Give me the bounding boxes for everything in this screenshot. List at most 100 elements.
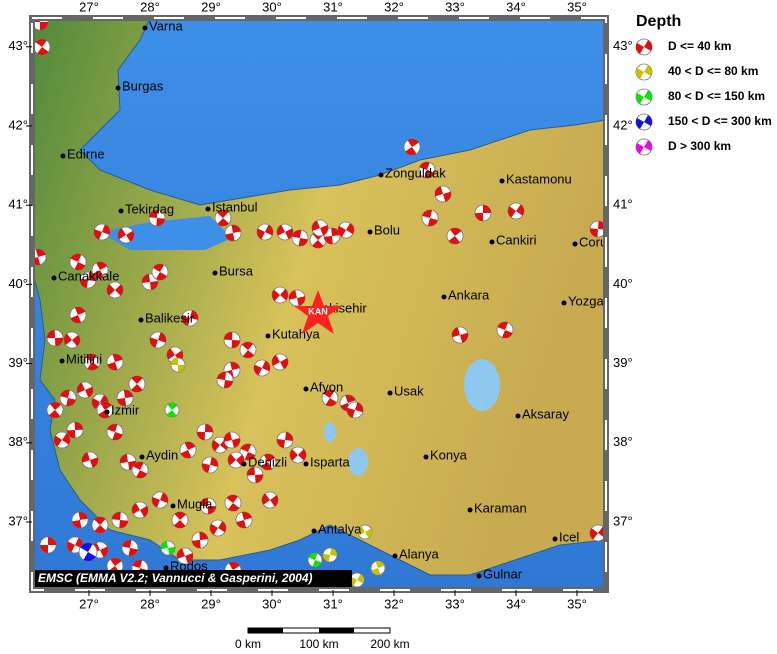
focal-quadrant [346,402,364,418]
focal-quadrant [149,209,165,227]
credit-box [34,570,352,588]
city-label: Afyon [310,379,343,394]
focal-quadrant [277,224,293,240]
legend-label: D > 300 km [668,139,731,153]
focal-quadrant [419,162,435,178]
city-dot [489,239,495,245]
focal-quadrant [322,548,338,562]
lon-label: 32° [384,0,404,14]
focal-quadrant [241,342,255,358]
focal-quadrant [289,290,305,306]
lake [464,359,500,411]
focal-quadrant [98,401,112,419]
focal-quadrant [171,358,185,372]
lat-label: 41° [613,197,633,212]
city-label: Aydin [146,447,178,462]
focal-quadrant [217,372,233,388]
lat-label: 38° [613,434,633,449]
city-dot [115,85,121,91]
city-label: Mitilini [66,351,102,366]
focal-quadrant [54,433,70,447]
city-dot [561,300,567,306]
city-dot [476,573,482,579]
city-label: Bursa [219,263,254,278]
city-dot [392,553,398,559]
focal-quadrant [256,224,274,240]
city-dot [303,461,309,467]
lon-label: 32° [384,596,404,611]
focal-quadrant [118,228,134,242]
lat-label: 37° [613,513,633,528]
focal-quadrant [192,531,208,549]
focal-quadrant [91,395,109,409]
focal-quadrant [117,390,133,406]
city-label: Gulnar [483,566,523,581]
focal-quadrant [507,204,525,218]
city-dot [467,507,473,513]
city-label: Tekirdag [125,201,174,216]
focal-quadrant [131,375,143,393]
lat-label: 39° [8,355,28,370]
focal-quadrant [60,389,76,407]
focal-quadrant [131,503,149,517]
lon-label: 27° [79,0,99,14]
city-dot [552,536,558,542]
focal-quadrant [35,39,49,55]
focal-quadrant [371,560,385,576]
city-dot [387,390,393,396]
lon-label: 31° [323,596,343,611]
city-dot [303,386,309,392]
focal-quadrant [228,454,244,466]
city-dot [104,409,110,415]
city-label: Balikesir [145,310,195,325]
focal-quadrant [324,227,340,245]
lon-label: 29° [201,0,221,14]
lat-label: 41° [8,197,28,212]
lat-label: 43° [613,38,633,53]
city-dot [138,317,144,323]
lon-label: 27° [79,596,99,611]
lon-label: 34° [506,0,526,14]
city-label: Cankiri [496,232,537,247]
focal-quadrant [277,432,293,448]
epicenter-star [294,290,342,334]
city-label: Yozgat [568,293,608,308]
city-dot [118,208,124,214]
focal-quadrant [308,552,322,568]
lon-label: 35° [567,596,587,611]
focal-quadrant [497,321,513,339]
lat-label: 42° [8,117,28,132]
city-label: Ankara [448,287,490,302]
focal-quadrant [153,264,167,280]
focal-quadrant [226,495,240,511]
focal-quadrant [323,389,337,407]
focal-quadrant [91,542,109,558]
scale-label: 0 km [235,637,261,649]
map-frame-dashes [31,17,607,591]
lon-label: 33° [445,0,465,14]
focal-quadrant [590,526,606,540]
city-dot [572,241,578,247]
city-dot [311,528,317,534]
focal-quadrant [340,395,356,411]
focal-quadrant [202,457,218,473]
focal-quadrant [106,284,124,296]
lon-label: 28° [140,0,160,14]
legend-label: 80 < D <= 150 km [668,89,765,103]
lat-label: 40° [613,276,633,291]
city-label: Usak [394,383,424,398]
focal-quadrant [174,512,186,528]
lon-label: 34° [506,596,526,611]
city-label: Isparta [310,454,351,469]
city-dot [59,358,65,364]
focal-quadrant [289,449,307,461]
city-dot [423,454,429,460]
city-dot [163,565,169,571]
focal-quadrant [112,511,128,529]
focal-quadrant [451,327,469,343]
epicenter-label: KAN [308,306,328,316]
focal-quadrant [67,537,83,553]
focal-quadrant [132,461,148,479]
city-dot [142,25,148,31]
